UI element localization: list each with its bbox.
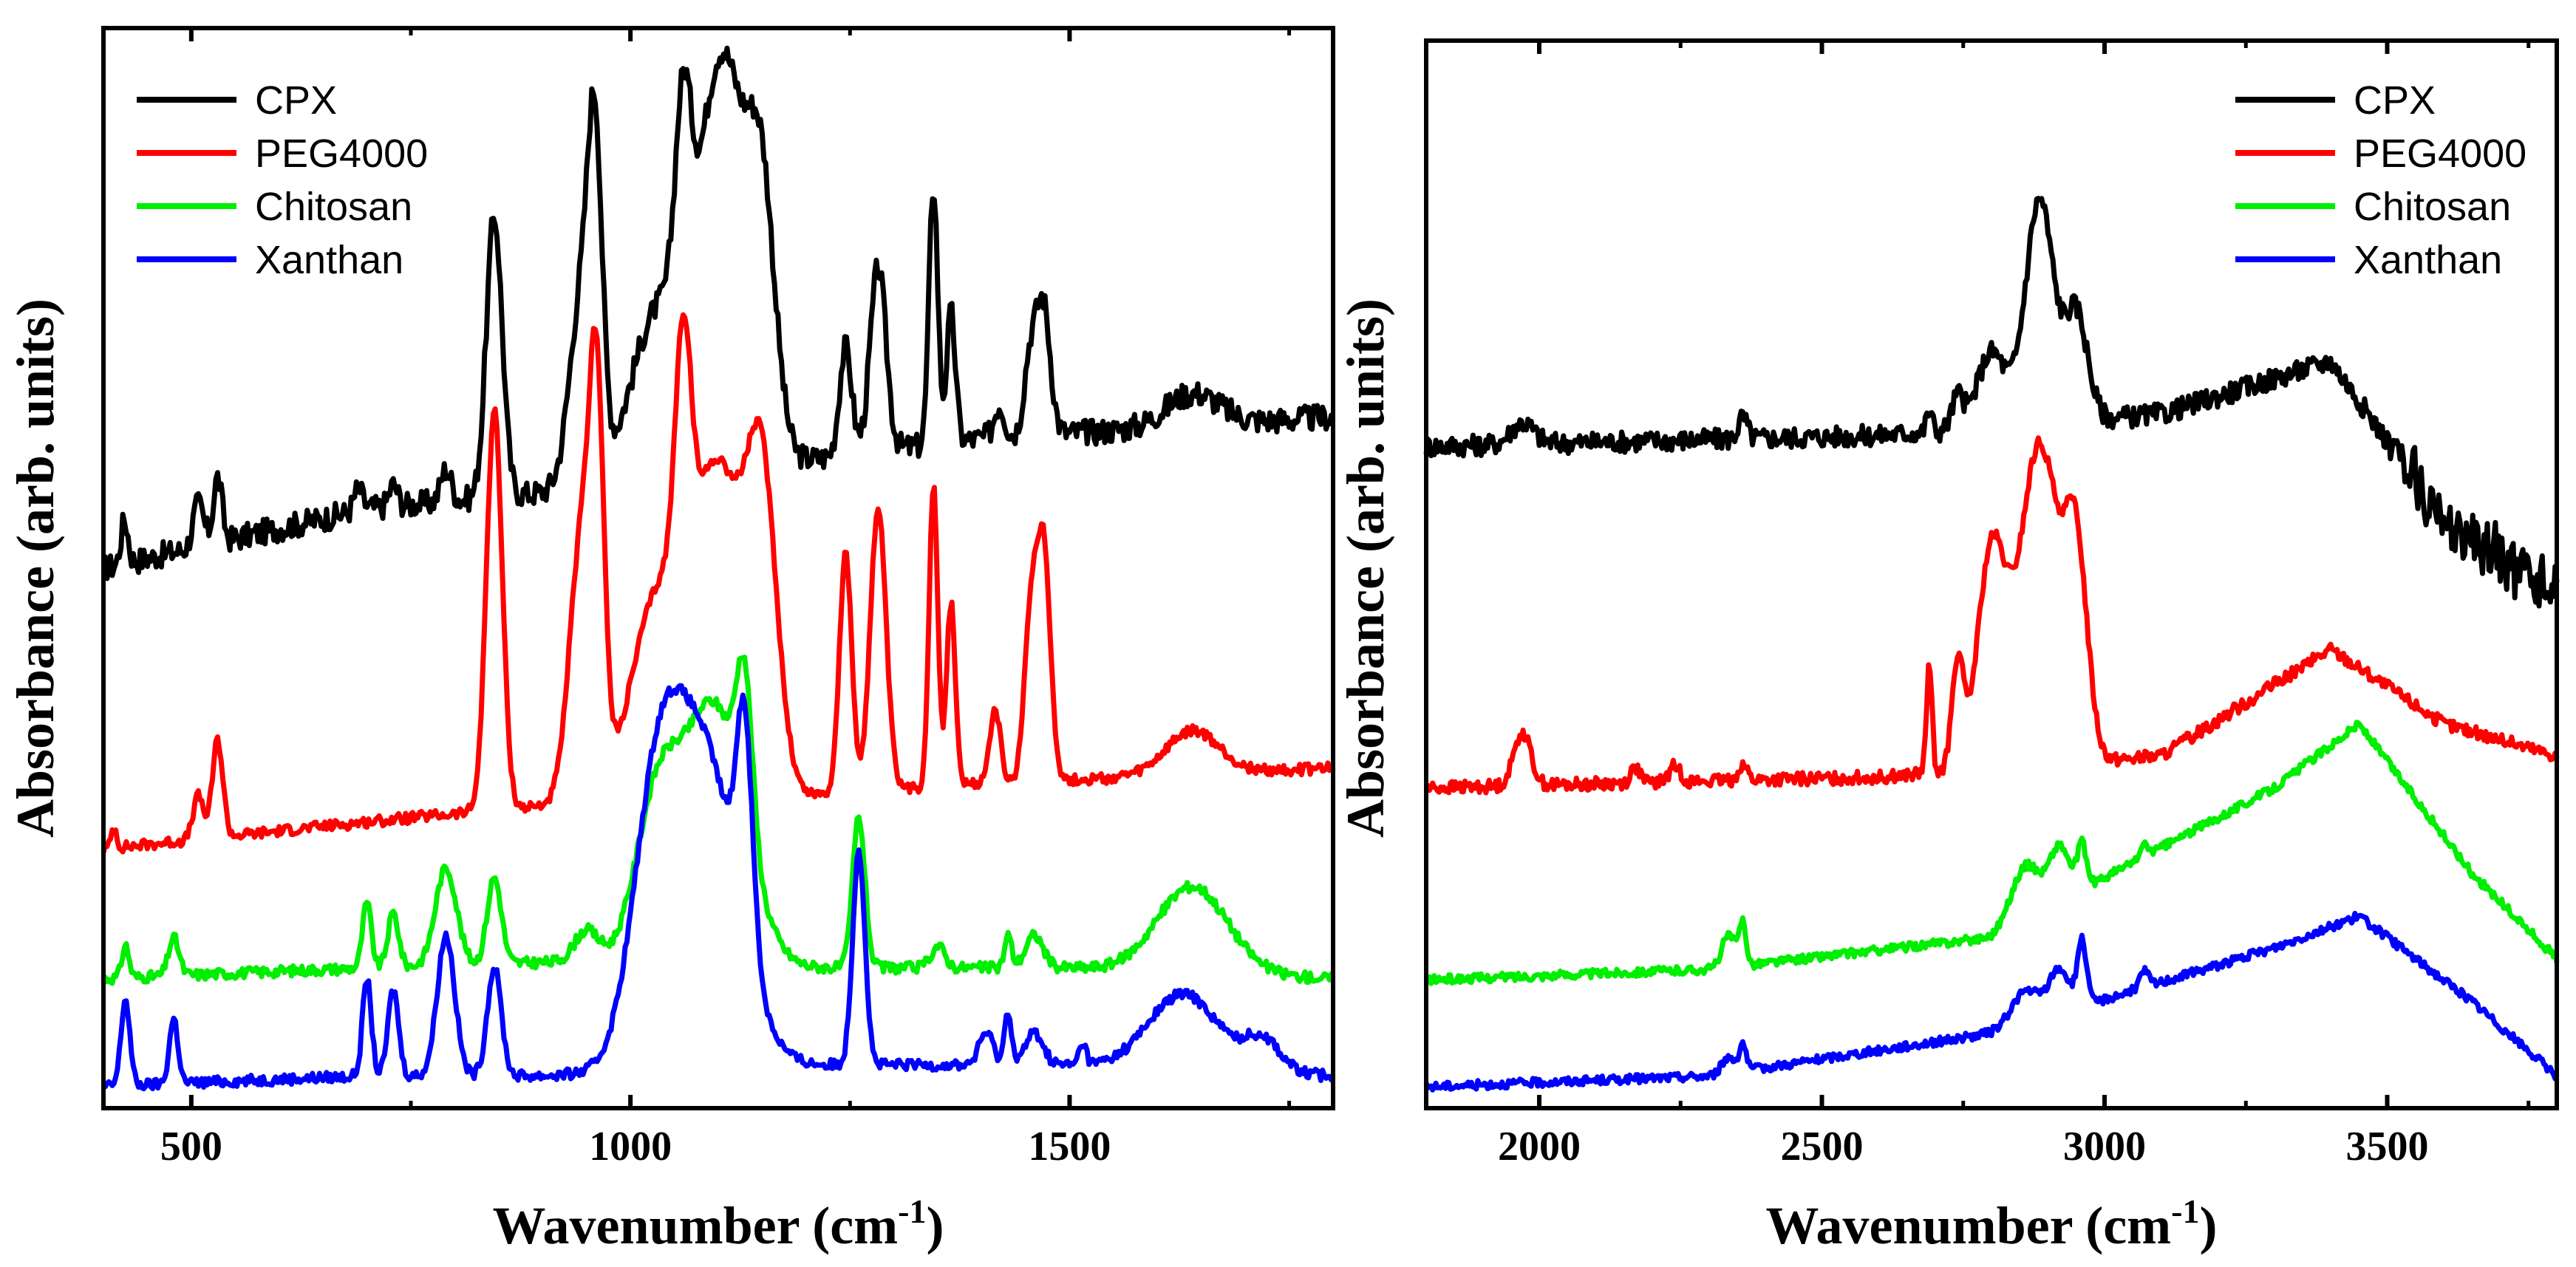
x-tick-label: 1000	[589, 1124, 672, 1169]
series-line-peg4000	[1423, 435, 2560, 796]
right-panel: 2000 2500 3000 3500 CPX PEG4000 Chitosan Xanth…	[1336, 38, 2560, 1255]
x-tick-label: 3500	[2346, 1124, 2429, 1169]
left-x-axis-title-close: )	[926, 1196, 944, 1255]
series-line-chitosan	[101, 655, 1335, 986]
right-x-axis-title-close: )	[2199, 1196, 2217, 1255]
x-tick-label: 2500	[1781, 1124, 1864, 1169]
right-legend: CPX PEG4000 Chitosan Xanthan	[2235, 78, 2526, 282]
legend-label-peg4000: PEG4000	[255, 132, 428, 176]
x-tick-label: 1500	[1028, 1124, 1111, 1169]
series-line-chitosan	[1424, 720, 2560, 986]
left-legend: CPX PEG4000 Chitosan Xanthan	[137, 78, 428, 282]
left-plot-frame	[101, 26, 1335, 1110]
series-line-xanthan	[1423, 910, 2560, 1093]
right-y-axis-title: Absorbance (arb. units)	[1336, 298, 1395, 838]
left-y-axis-title: Absorbance (arb. units)	[6, 298, 65, 838]
left-x-axis-title: Wavenumber (cm-1)	[493, 1192, 944, 1255]
x-tick-label: 500	[160, 1124, 222, 1169]
x-tick-label: 2000	[1498, 1124, 1581, 1169]
legend-label-peg4000: PEG4000	[2354, 132, 2526, 176]
right-x-axis-title-superscript: -1	[2171, 1192, 2199, 1230]
legend-label-chitosan: Chitosan	[255, 185, 412, 229]
legend-label-xanthan: Xanthan	[255, 238, 403, 282]
right-ticks-group: 2000 2500 3000 3500	[1498, 41, 2531, 1169]
left-panel: 500 1000 1500 CPX PEG4000 Chitosan Xanthan Ab…	[6, 26, 1336, 1255]
legend-label-xanthan: Xanthan	[2354, 238, 2502, 282]
left-x-axis-title-main: Wavenumber (cm	[493, 1196, 899, 1255]
right-x-axis-title-main: Wavenumber (cm	[1766, 1196, 2172, 1255]
legend-label-cpx: CPX	[2354, 78, 2436, 123]
right-series-group	[1423, 196, 2560, 1093]
left-ticks-group: 500 1000 1500	[160, 28, 1292, 1169]
right-plot-frame	[1424, 38, 2559, 1110]
left-x-axis-title-superscript: -1	[898, 1192, 926, 1230]
series-line-peg4000	[100, 312, 1336, 855]
left-series-group	[100, 45, 1336, 1092]
legend-label-chitosan: Chitosan	[2354, 185, 2511, 229]
series-line-cpx	[102, 45, 1335, 581]
legend-label-cpx: CPX	[255, 78, 337, 123]
series-line-cpx	[1423, 196, 2560, 609]
series-line-xanthan	[101, 683, 1336, 1092]
right-x-axis-title: Wavenumber (cm-1)	[1766, 1192, 2218, 1255]
x-tick-label: 3000	[2063, 1124, 2146, 1169]
